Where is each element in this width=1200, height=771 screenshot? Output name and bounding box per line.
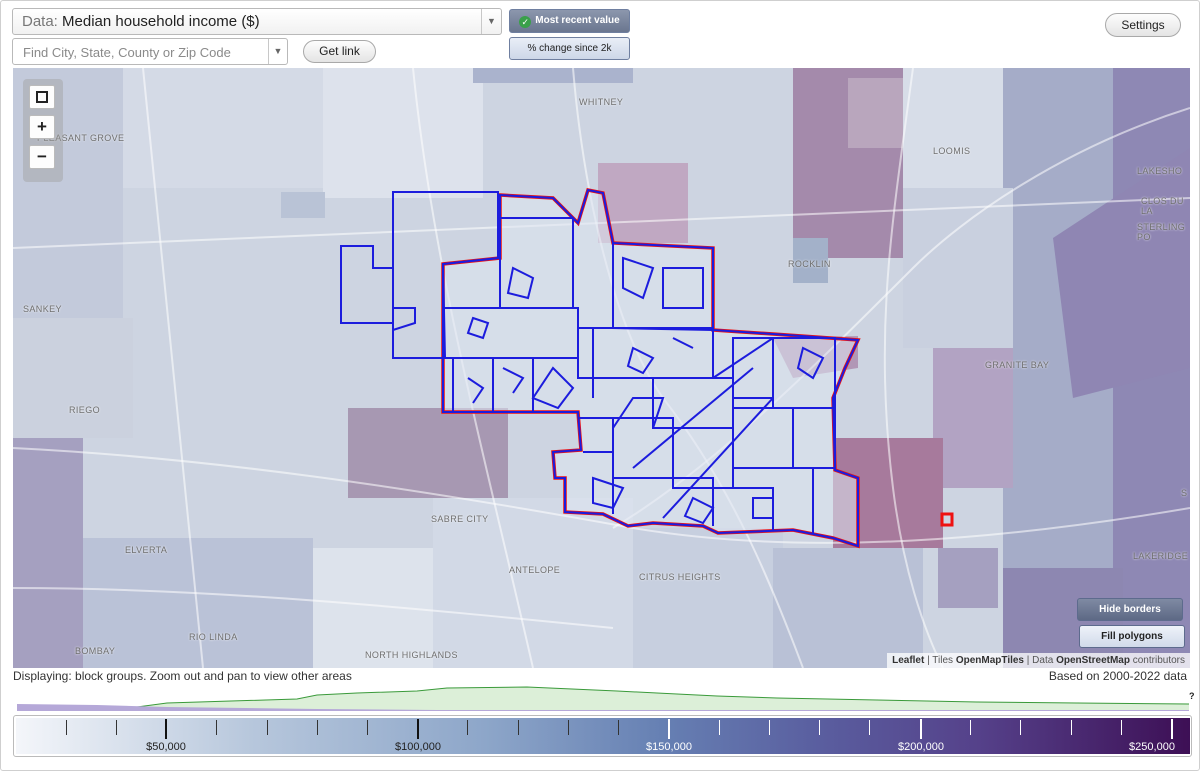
place-label: LOOMIS xyxy=(933,146,971,156)
legend-label: $100,000 xyxy=(395,741,441,753)
map-attribution: Leaflet | Tiles OpenMapTiles | Data Open… xyxy=(887,653,1190,668)
place-label: ROCKLIN xyxy=(788,259,831,269)
legend-tick xyxy=(819,720,820,735)
legend-label: $200,000 xyxy=(898,741,944,753)
legend-tick xyxy=(367,720,368,735)
displaying-note: Displaying: block groups. Zoom out and p… xyxy=(13,669,352,683)
place-label: BOMBAY xyxy=(75,646,116,656)
place-label: CITRUS HEIGHTS xyxy=(639,572,721,582)
zoom-controls: + − xyxy=(23,79,63,182)
place-label: GRANITE BAY xyxy=(985,360,1050,370)
legend-tick xyxy=(1071,720,1072,735)
attribution-text: | Data xyxy=(1026,655,1054,666)
settings-button[interactable]: Settings xyxy=(1105,13,1181,37)
legend-tick xyxy=(165,719,167,739)
legend-tick xyxy=(216,720,217,735)
location-search[interactable]: ▼ xyxy=(12,38,288,65)
legend-label: $50,000 xyxy=(146,741,186,753)
place-label: RIO LINDA xyxy=(189,632,238,642)
attribution-text: contributors xyxy=(1132,655,1185,666)
place-label: LAKESHO xyxy=(1137,166,1183,176)
distribution-histogram xyxy=(17,686,1189,711)
legend-tick xyxy=(317,720,318,735)
openstreetmap-link[interactable]: OpenStreetMap xyxy=(1056,655,1130,666)
legend-tick xyxy=(769,720,770,735)
legend-tick xyxy=(970,720,971,735)
most-recent-label: Most recent value xyxy=(535,15,620,26)
check-icon: ✓ xyxy=(519,16,532,28)
legend-tick xyxy=(1121,720,1122,735)
legend-tick xyxy=(467,720,468,735)
legend-tick xyxy=(568,720,569,735)
map-viewport[interactable]: WHITNEY PLEASANT GROVE LOOMIS LAKESHO CL… xyxy=(13,68,1190,668)
legend-tick xyxy=(518,720,519,735)
place-label: NORTH HIGHLANDS xyxy=(365,650,458,660)
legend-tick xyxy=(618,720,619,735)
place-label: LAKERIDGE xyxy=(1133,551,1189,561)
legend-tick xyxy=(116,720,117,735)
legend-tick xyxy=(668,719,670,739)
place-label: SANKEY xyxy=(23,304,62,314)
legend-tick xyxy=(417,719,419,739)
place-label: RIEGO xyxy=(69,405,101,415)
legend-tick xyxy=(719,720,720,735)
place-label: S xyxy=(1181,488,1188,498)
legend-gradient xyxy=(16,718,1190,754)
place-label: PLEASANT GROVE xyxy=(37,133,125,143)
legend-tick xyxy=(1020,720,1021,735)
chevron-down-icon[interactable]: ▼ xyxy=(481,9,501,34)
get-link-button[interactable]: Get link xyxy=(303,40,376,63)
place-label: SABRE CITY xyxy=(431,514,489,524)
place-label: STERLING PO xyxy=(1137,222,1186,242)
most-recent-value-button[interactable]: ✓ Most recent value xyxy=(509,9,630,33)
hide-borders-button[interactable]: Hide borders xyxy=(1077,598,1183,621)
fullscreen-icon xyxy=(36,91,48,103)
data-select-prefix: Data: xyxy=(22,13,58,30)
data-range-note: Based on 2000-2022 data xyxy=(1048,669,1187,683)
legend-tick xyxy=(267,720,268,735)
place-label: WHITNEY xyxy=(579,97,624,107)
openmaptiles-link[interactable]: OpenMapTiles xyxy=(955,655,1024,666)
legend-tick xyxy=(869,720,870,735)
fill-polygons-button[interactable]: Fill polygons xyxy=(1079,625,1185,648)
legend-label: $150,000 xyxy=(646,741,692,753)
leaflet-link[interactable]: Leaflet xyxy=(892,655,925,666)
legend-tick xyxy=(920,719,922,739)
legend-tick xyxy=(66,720,67,735)
data-select-value: Median household income ($) xyxy=(62,13,260,30)
legend-tick xyxy=(1171,719,1173,739)
fullscreen-button[interactable] xyxy=(29,85,55,109)
place-label: ANTELOPE xyxy=(509,565,561,575)
search-input[interactable] xyxy=(21,42,266,62)
map-canvas xyxy=(13,68,1190,668)
zoom-in-button[interactable]: + xyxy=(29,115,55,139)
pct-change-button[interactable]: % change since 2k xyxy=(509,37,630,60)
attribution-text: | Tiles xyxy=(927,655,954,666)
zoom-out-button[interactable]: − xyxy=(29,145,55,169)
color-legend: $50,000 $100,000 $150,000 $200,000 $250,… xyxy=(13,715,1192,757)
place-label: ELVERTA xyxy=(125,545,168,555)
place-label: CLOS DU LA xyxy=(1141,196,1184,216)
chevron-down-icon[interactable]: ▼ xyxy=(268,39,287,64)
legend-label: $250,000 xyxy=(1129,741,1175,753)
histogram-help-icon[interactable]: ? xyxy=(1189,691,1195,701)
data-select[interactable]: Data: Median household income ($) ▼ xyxy=(12,8,502,35)
